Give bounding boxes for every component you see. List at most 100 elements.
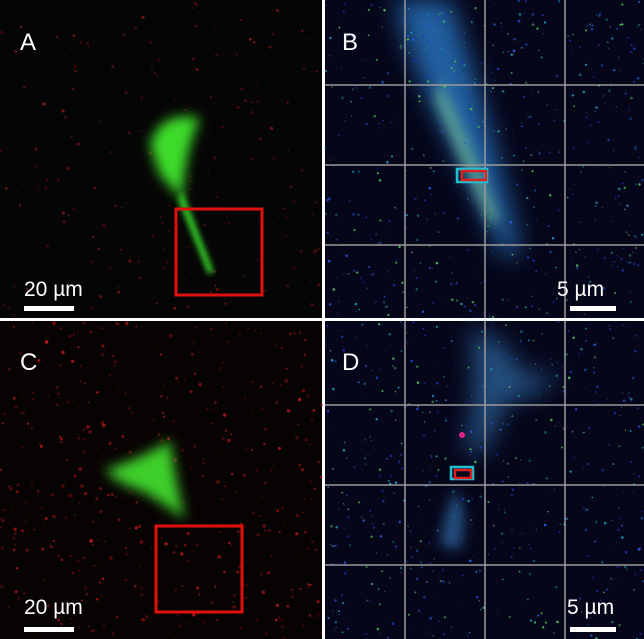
speckle-dot <box>0 526 2 529</box>
speckle-dot <box>236 53 238 56</box>
speckle-dot <box>336 277 338 279</box>
speckle-dot <box>436 529 439 532</box>
speckle-dot <box>567 35 569 37</box>
speckle-dot <box>596 14 598 16</box>
speckle-dot <box>619 566 621 569</box>
speckle-dot <box>98 487 102 491</box>
speckle-dot <box>367 454 369 456</box>
speckle-dot <box>282 3 284 5</box>
speckle-dot <box>398 462 400 464</box>
speckle-dot <box>210 600 214 605</box>
speckle-dot <box>481 330 483 333</box>
speckle-dot <box>243 458 245 460</box>
speckle-dot <box>521 533 523 535</box>
speckle-dot <box>592 344 594 347</box>
speckle-dot <box>624 429 627 431</box>
speckle-dot <box>524 306 527 309</box>
speckle-dot <box>370 514 373 517</box>
speckle-dot <box>453 70 456 72</box>
speckle-dot <box>236 570 240 574</box>
speckle-dot <box>13 543 17 546</box>
speckle-dot <box>584 63 587 66</box>
speckle-dot <box>280 347 283 350</box>
speckle-dot <box>47 394 49 396</box>
speckle-dot <box>177 473 179 475</box>
speckle-dot <box>216 619 218 621</box>
speckle-dot <box>463 76 465 78</box>
speckle-dot <box>135 266 138 268</box>
speckle-dot <box>73 499 75 501</box>
speckle-dot <box>238 565 242 569</box>
speckle-dot <box>102 423 106 428</box>
speckle-dot <box>368 265 371 269</box>
speckle-dot <box>496 67 500 71</box>
speckle-dot <box>38 613 40 616</box>
speckle-dot <box>128 259 132 263</box>
speckle-dot <box>232 17 234 19</box>
speckle-dot <box>209 290 213 294</box>
speckle-dot <box>435 261 439 265</box>
speckle-dot <box>195 3 198 6</box>
speckle-dot <box>533 621 537 624</box>
speckle-dot <box>342 272 345 275</box>
speckle-dot <box>492 482 495 485</box>
speckle-dot <box>579 597 582 600</box>
speckle-dot <box>37 359 41 363</box>
speckle-dot <box>376 627 380 631</box>
speckle-dot <box>238 537 240 539</box>
speckle-dot <box>633 473 635 476</box>
speckle-dot <box>256 618 259 621</box>
speckle-dot <box>626 172 627 174</box>
speckle-dot <box>335 526 338 529</box>
speckle-dot <box>378 603 381 606</box>
speckle-dot <box>584 386 586 389</box>
speckle-dot <box>481 120 484 123</box>
speckle-dot <box>496 612 498 614</box>
speckle-dot <box>268 45 272 49</box>
speckle-dot <box>501 480 504 483</box>
speckle-dot <box>16 567 19 570</box>
speckle-dot <box>553 488 555 490</box>
speckle-dot <box>352 170 355 174</box>
speckle-dot <box>116 322 120 326</box>
speckle-dot <box>327 259 331 263</box>
speckle-dot <box>408 51 411 54</box>
speckle-dot <box>76 559 80 563</box>
speckle-dot <box>174 589 177 592</box>
speckle-dot <box>461 574 464 577</box>
speckle-dot <box>634 148 636 151</box>
speckle-dot <box>300 556 303 558</box>
speckle-dot <box>108 374 111 377</box>
speckle-dot <box>92 235 95 239</box>
speckle-dot <box>3 412 6 415</box>
speckle-dot <box>428 481 431 484</box>
speckle-dot <box>470 21 473 24</box>
speckle-dot <box>351 35 355 38</box>
speckle-dot <box>398 245 401 249</box>
speckle <box>0 1 323 317</box>
speckle-dot <box>310 483 313 485</box>
speckle-dot <box>347 627 350 630</box>
speckle-dot <box>354 86 358 90</box>
speckle-dot <box>342 20 344 22</box>
speckle-dot <box>521 125 524 128</box>
speckle-dot <box>79 380 82 383</box>
speckle-dot <box>426 581 428 583</box>
speckle-dot <box>299 249 303 253</box>
speckle-dot <box>430 468 432 470</box>
speckle-dot <box>363 382 366 386</box>
speckle-dot <box>72 34 76 38</box>
speckle-dot <box>450 10 453 13</box>
speckle-dot <box>575 264 579 267</box>
speckle-dot <box>441 580 445 583</box>
speckle-dot <box>236 105 240 109</box>
speckle-dot <box>160 536 163 540</box>
speckle-dot <box>127 131 131 135</box>
speckle-dot <box>633 588 636 591</box>
speckle-dot <box>503 460 505 462</box>
speckle-dot <box>295 532 299 536</box>
speckle-dot <box>311 540 314 544</box>
speckle-dot <box>491 455 493 457</box>
speckle-dot <box>283 522 286 525</box>
speckle-dot <box>541 332 543 335</box>
